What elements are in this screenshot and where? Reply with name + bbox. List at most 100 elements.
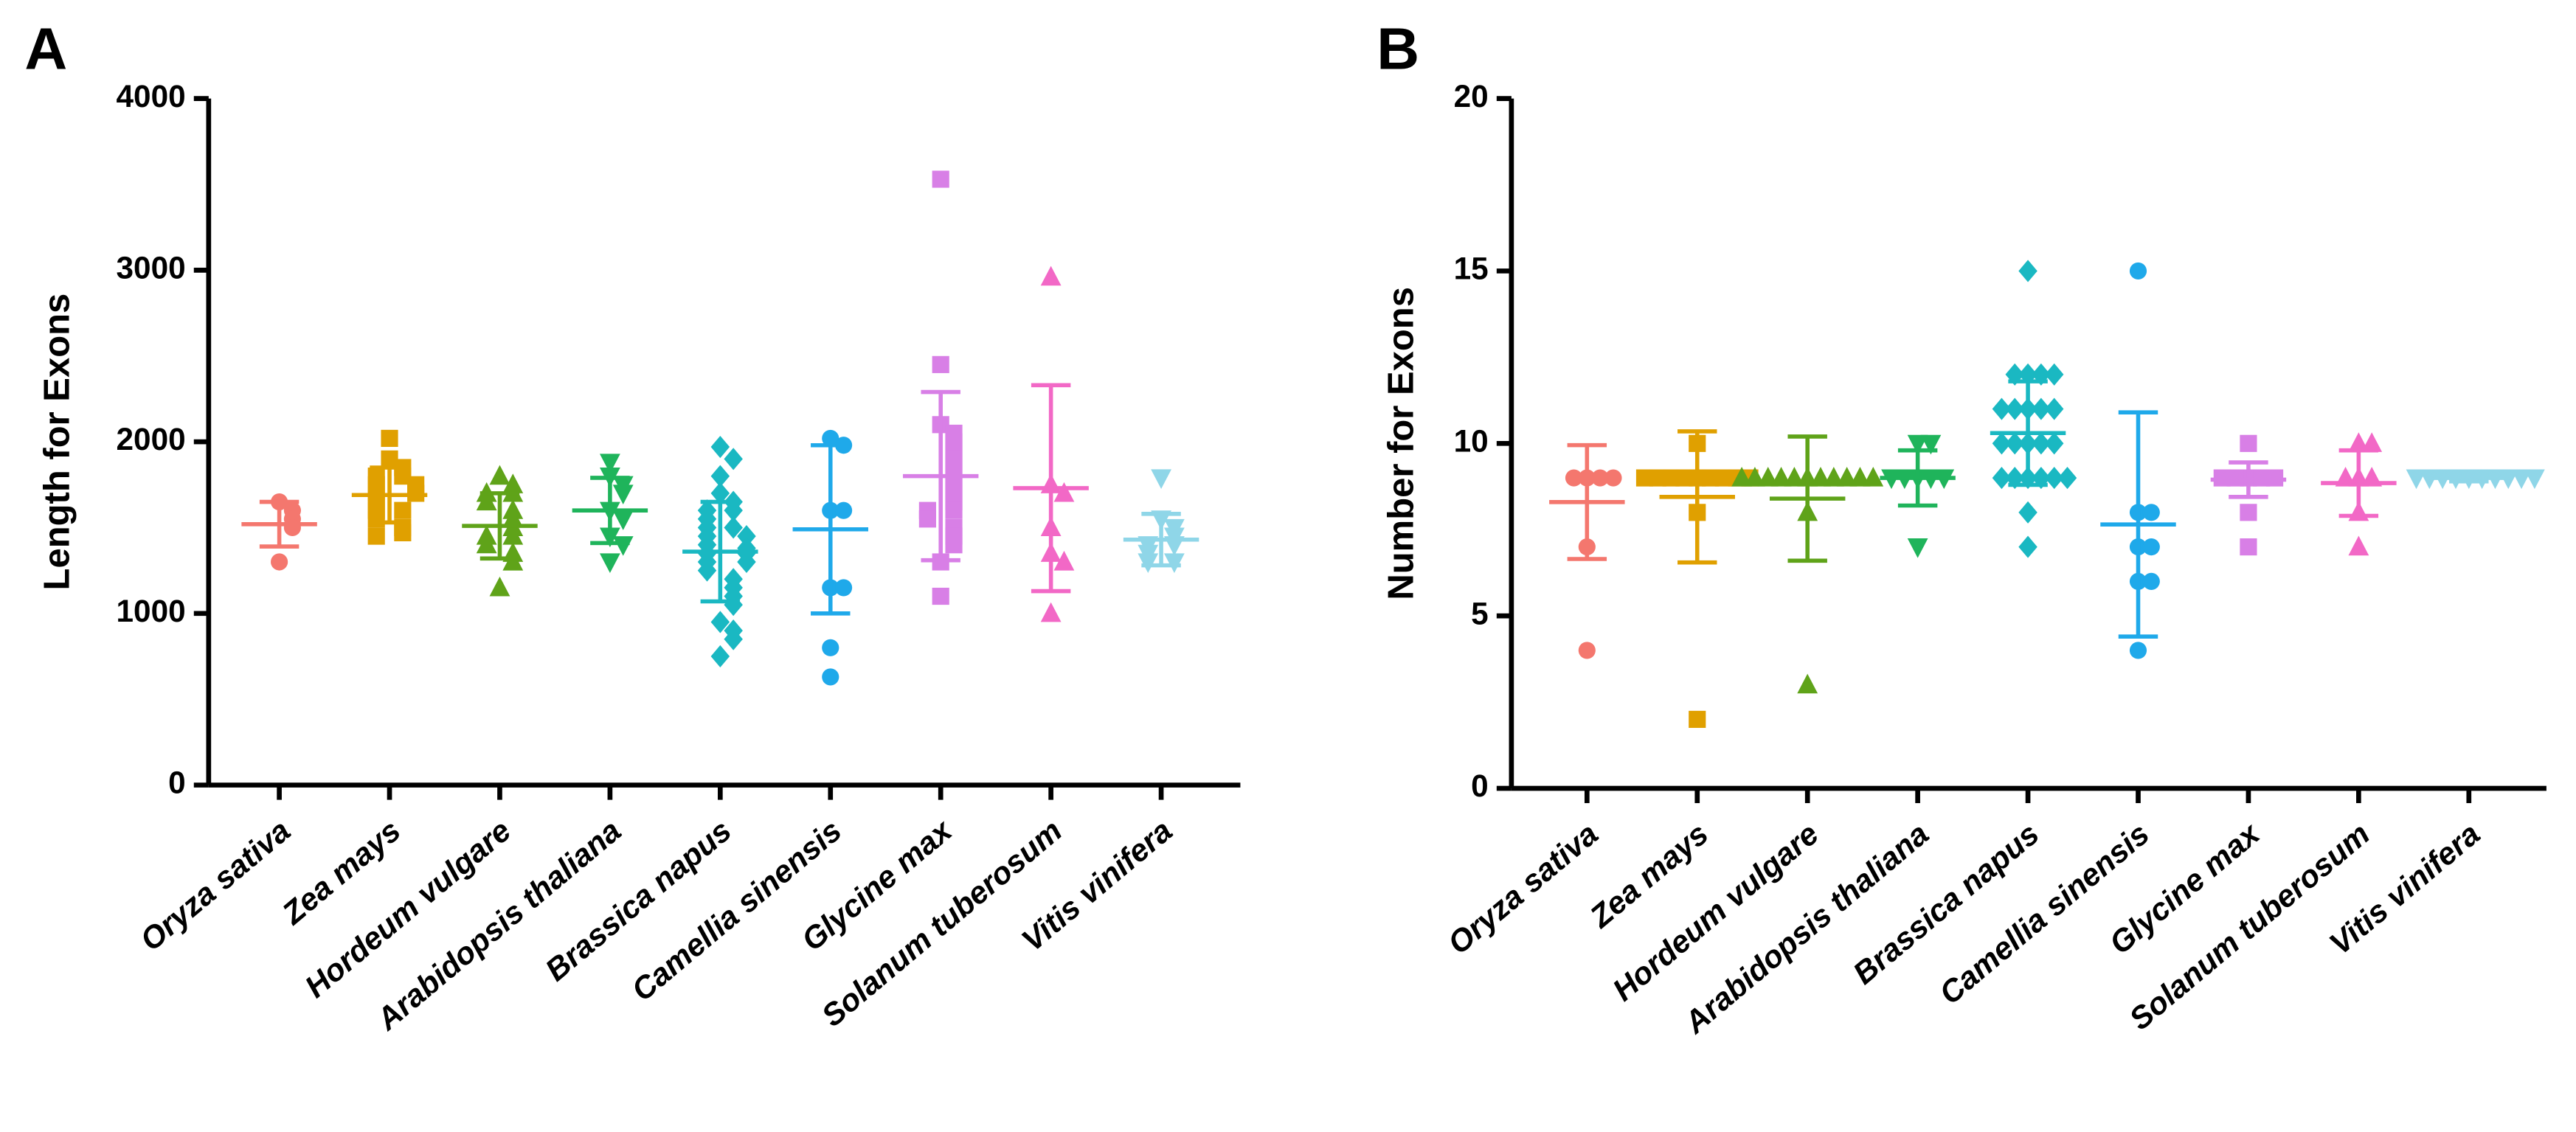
data-point: [283, 518, 301, 537]
data-point: [1053, 482, 1075, 502]
data-point: [1731, 467, 1753, 487]
data-point: [2419, 469, 2440, 490]
data-point: [2129, 642, 2147, 659]
data-point: [724, 499, 743, 522]
data-point: [2057, 467, 2077, 490]
data-point: [489, 576, 510, 597]
data-point: [2018, 260, 2037, 282]
data-point: [1863, 467, 1884, 487]
data-point: [822, 429, 839, 448]
data-point: [612, 485, 634, 504]
data-point: [724, 628, 743, 650]
data-point: [932, 170, 949, 188]
data-point: [1992, 467, 2012, 490]
y-axis-label: Length for Exons: [38, 294, 77, 591]
data-point: [367, 510, 385, 528]
data-point: [1992, 432, 2012, 455]
y-tick-label: 20: [1454, 79, 1489, 114]
data-point: [2142, 504, 2160, 521]
data-point: [1053, 550, 1075, 571]
y-tick-label: 15: [1454, 251, 1489, 286]
data-point: [1138, 553, 1159, 574]
data-point: [1701, 469, 1720, 487]
data-point: [1907, 434, 1928, 455]
data-point: [1810, 467, 1831, 487]
y-tick-label: 0: [1471, 768, 1489, 803]
data-point: [600, 553, 620, 574]
y-tick-label: 10: [1454, 423, 1489, 458]
panel-label: A: [24, 15, 67, 82]
data-point: [945, 501, 963, 519]
data-point: [932, 355, 949, 373]
data-point: [2348, 535, 2369, 556]
x-tick-label: Hordeum vulgare: [298, 813, 517, 1004]
data-point: [1578, 642, 1596, 659]
data-point: [1635, 469, 1654, 487]
data-point: [2005, 432, 2024, 455]
data-point: [600, 454, 620, 474]
data-point: [2044, 363, 2064, 386]
data-point: [1920, 434, 1942, 455]
data-point: [1565, 469, 1583, 487]
data-point: [502, 550, 524, 571]
data-point: [612, 536, 634, 556]
data-point: [1992, 397, 2012, 420]
data-point: [1784, 467, 1805, 487]
y-tick-label: 1000: [117, 594, 186, 628]
data-point: [502, 525, 524, 545]
data-point: [612, 510, 634, 530]
data-point: [835, 501, 853, 519]
data-point: [394, 468, 412, 485]
y-tick-label: 2000: [117, 422, 186, 456]
data-point: [2240, 504, 2257, 521]
data-point: [2032, 432, 2051, 455]
data-point: [2032, 363, 2051, 386]
data-point: [2018, 535, 2037, 558]
data-point: [2005, 397, 2024, 420]
data-point: [2005, 363, 2024, 386]
data-point: [822, 639, 839, 656]
data-point: [1836, 467, 1857, 487]
data-point: [476, 490, 497, 511]
data-point: [1757, 467, 1779, 487]
data-point: [2498, 469, 2519, 490]
data-point: [1907, 538, 1928, 558]
data-point: [394, 524, 412, 542]
data-point: [2018, 501, 2037, 524]
data-point: [1040, 602, 1062, 622]
data-point: [724, 448, 743, 470]
y-tick-label: 5: [1471, 596, 1489, 631]
data-point: [2524, 469, 2545, 490]
data-point: [737, 525, 756, 548]
data-point: [381, 450, 398, 468]
data-point: [2361, 432, 2383, 452]
data-point: [2240, 538, 2257, 556]
x-tick-label: Hordeum vulgare: [1606, 816, 1825, 1008]
data-point: [2129, 262, 2147, 280]
data-point: [2406, 469, 2427, 490]
x-tick-label: Brassica napus: [539, 813, 738, 987]
data-point: [710, 436, 730, 459]
data-point: [835, 579, 853, 597]
data-point: [381, 429, 398, 448]
data-point: [822, 668, 839, 686]
data-point: [1163, 553, 1185, 574]
data-point: [932, 587, 949, 605]
data-point: [476, 533, 497, 554]
data-point: [1604, 469, 1622, 487]
data-point: [394, 501, 412, 519]
data-point: [945, 536, 963, 554]
data-point: [1823, 467, 1844, 487]
data-point: [2142, 538, 2160, 556]
data-point: [2142, 572, 2160, 590]
data-point: [737, 550, 756, 574]
data-point: [2032, 397, 2051, 420]
data-point: [1151, 469, 1171, 490]
data-point: [2044, 397, 2064, 420]
data-point: [724, 594, 743, 617]
y-tick-label: 3000: [117, 251, 186, 285]
data-point: [724, 516, 743, 539]
data-point: [2044, 432, 2064, 455]
x-tick-label: Camellia sinensis: [625, 813, 848, 1007]
